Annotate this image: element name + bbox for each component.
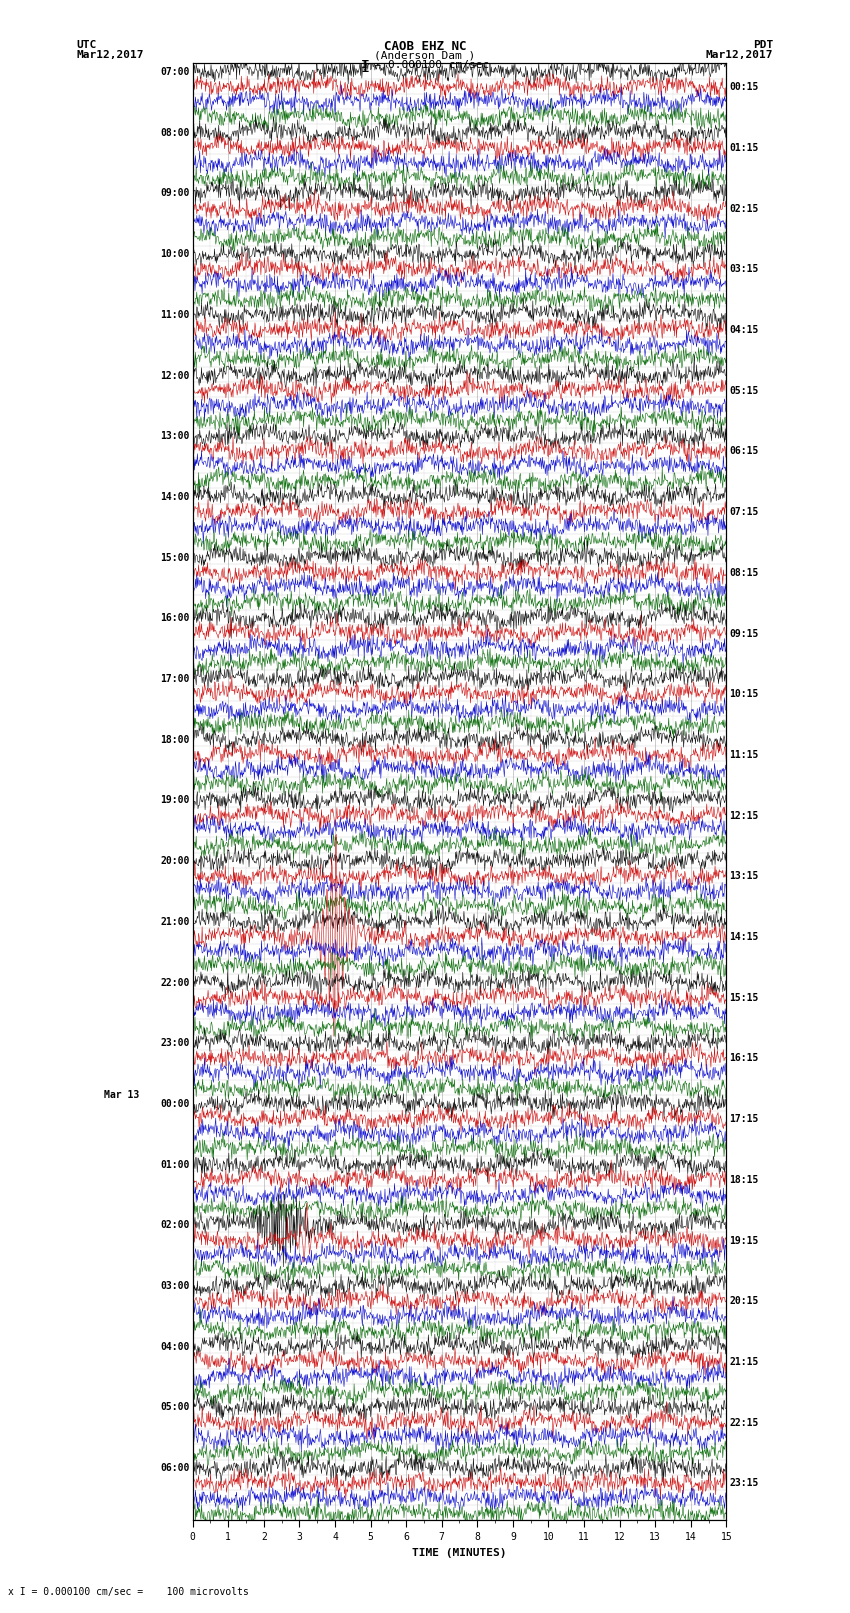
Text: Mar12,2017: Mar12,2017 — [706, 50, 774, 60]
Text: I = 0.000100 cm/sec: I = 0.000100 cm/sec — [361, 60, 489, 69]
Text: Mar12,2017: Mar12,2017 — [76, 50, 144, 60]
Text: Mar 13: Mar 13 — [104, 1090, 139, 1100]
X-axis label: TIME (MINUTES): TIME (MINUTES) — [412, 1548, 507, 1558]
Text: I: I — [361, 60, 370, 74]
Text: x I = 0.000100 cm/sec =    100 microvolts: x I = 0.000100 cm/sec = 100 microvolts — [8, 1587, 249, 1597]
Text: CAOB EHZ NC: CAOB EHZ NC — [383, 40, 467, 53]
Text: PDT: PDT — [753, 40, 774, 50]
Text: UTC: UTC — [76, 40, 97, 50]
Text: (Anderson Dam ): (Anderson Dam ) — [374, 50, 476, 60]
